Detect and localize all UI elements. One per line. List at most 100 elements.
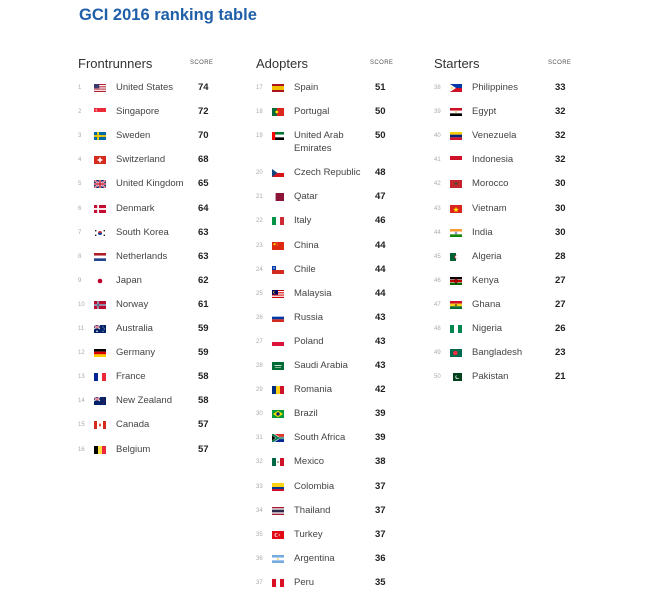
score-value: 36 xyxy=(375,552,386,564)
rank-number: 16 xyxy=(78,446,85,453)
rank-number: 34 xyxy=(256,507,263,514)
country-name: New Zealand xyxy=(116,395,172,407)
score-value: 32 xyxy=(555,130,566,142)
country-name: United Kingdom xyxy=(116,178,184,190)
rank-number: 50 xyxy=(434,374,441,381)
pakistan-flag-icon xyxy=(450,373,462,382)
country-name: Chile xyxy=(294,263,316,275)
country-name: Denmark xyxy=(116,202,155,214)
france-flag-icon xyxy=(94,373,106,382)
algeria-flag-icon xyxy=(450,252,462,261)
rank-number: 23 xyxy=(256,242,263,249)
country-name: Norway xyxy=(116,298,149,310)
country-name: Saudi Arabia xyxy=(294,360,348,371)
uk-flag-icon xyxy=(94,180,106,189)
column-header: Starters SCORE xyxy=(434,56,574,78)
rank-number: 36 xyxy=(256,555,263,562)
country-name: Peru xyxy=(294,576,315,588)
country-name: Belgium xyxy=(116,443,151,455)
country-name: Singapore xyxy=(116,106,160,118)
country-name: Morocco xyxy=(472,178,509,190)
score-value: 59 xyxy=(198,323,209,334)
score-value: 21 xyxy=(555,371,566,383)
rank-number: 45 xyxy=(434,253,441,260)
country-name: Switzerland xyxy=(116,154,166,166)
mexico-flag-icon xyxy=(272,458,284,467)
saudi-arabia-flag-icon xyxy=(272,362,284,370)
rank-number: 5 xyxy=(78,181,82,188)
country-name: Australia xyxy=(116,323,153,334)
page-title: GCI 2016 ranking table xyxy=(79,6,257,24)
score-value: 32 xyxy=(555,106,566,118)
turkey-flag-icon xyxy=(272,530,284,539)
score-value: 63 xyxy=(198,226,209,238)
score-value: 30 xyxy=(555,202,566,214)
rank-number: 13 xyxy=(78,374,85,381)
column-header: Adopters SCORE xyxy=(256,56,396,78)
score-value: 58 xyxy=(198,395,209,407)
rank-number: 25 xyxy=(256,290,263,297)
rank-number: 4 xyxy=(78,157,82,164)
score-value: 43 xyxy=(375,360,386,371)
country-name: United Arab Emirates xyxy=(294,130,344,154)
rank-number: 27 xyxy=(256,338,263,345)
country-name: Spain xyxy=(294,82,319,93)
rank-number: 22 xyxy=(256,218,263,225)
country-name: Malaysia xyxy=(294,287,332,299)
rank-number: 19 xyxy=(256,133,263,140)
country-name: Italy xyxy=(294,215,312,227)
score-value: 64 xyxy=(198,202,209,214)
country-name: Portugal xyxy=(294,106,330,118)
score-value: 44 xyxy=(375,287,386,299)
rank-number: 31 xyxy=(256,435,263,442)
country-name: Kenya xyxy=(472,274,499,286)
country-name: Nigeria xyxy=(472,323,503,334)
score-value: 26 xyxy=(555,323,566,334)
score-value: 46 xyxy=(375,215,386,227)
score-value: 57 xyxy=(198,443,209,455)
rank-number: 8 xyxy=(78,253,82,260)
rank-number: 41 xyxy=(434,157,441,164)
column-title: Starters xyxy=(434,56,480,71)
italy-flag-icon xyxy=(272,217,284,226)
country-name: Netherlands xyxy=(116,250,168,262)
rank-number: 37 xyxy=(256,579,263,586)
score-column-label: SCORE xyxy=(548,60,572,66)
country-name: Algeria xyxy=(472,250,502,262)
score-value: 39 xyxy=(375,408,386,420)
score-value: 51 xyxy=(375,82,386,93)
rank-number: 33 xyxy=(256,483,263,490)
rank-number: 12 xyxy=(78,350,85,357)
score-value: 27 xyxy=(555,274,566,286)
philippines-flag-icon xyxy=(450,84,462,92)
rank-number: 47 xyxy=(434,301,441,308)
country-name: India xyxy=(472,226,493,238)
venezuela-flag-icon xyxy=(450,132,462,141)
country-name: Philippines xyxy=(472,82,518,93)
score-value: 30 xyxy=(555,178,566,190)
malaysia-flag-icon xyxy=(272,289,284,298)
rank-number: 42 xyxy=(434,181,441,188)
score-value: 32 xyxy=(555,154,566,166)
country-name: Indonesia xyxy=(472,154,514,166)
score-value: 37 xyxy=(375,480,386,492)
score-value: 48 xyxy=(375,167,386,179)
score-value: 70 xyxy=(198,130,209,142)
score-value: 47 xyxy=(375,191,386,203)
rank-number: 18 xyxy=(256,109,263,116)
chile-flag-icon xyxy=(272,265,284,274)
score-value: 74 xyxy=(198,82,209,93)
rank-number: 40 xyxy=(434,133,441,140)
score-value: 50 xyxy=(375,106,386,118)
india-flag-icon xyxy=(450,228,462,237)
column-title: Adopters xyxy=(256,56,309,71)
rank-number: 7 xyxy=(78,229,82,236)
score-value: 44 xyxy=(375,239,386,251)
argentina-flag-icon xyxy=(272,554,284,563)
poland-flag-icon xyxy=(272,337,284,346)
rank-number: 17 xyxy=(256,85,263,91)
score-value: 38 xyxy=(375,456,386,468)
score-value: 30 xyxy=(555,226,566,238)
vietnam-flag-icon xyxy=(450,204,462,213)
kenya-flag-icon xyxy=(450,276,462,285)
